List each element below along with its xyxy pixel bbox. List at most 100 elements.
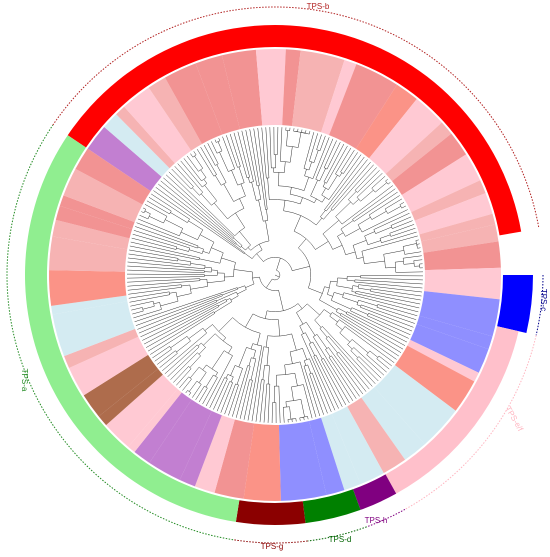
branch-arc	[267, 333, 292, 337]
branch	[304, 169, 307, 176]
branch	[329, 315, 338, 323]
branch	[218, 138, 221, 141]
leaf-highlight	[87, 127, 162, 192]
branch	[143, 304, 219, 345]
branch	[376, 307, 417, 320]
branch	[142, 299, 227, 341]
branch	[384, 198, 403, 210]
branch	[171, 168, 192, 190]
branch	[218, 301, 228, 307]
branch	[235, 366, 251, 418]
branch-arc	[276, 372, 295, 376]
branch	[319, 135, 326, 151]
branch	[321, 197, 326, 203]
branch	[322, 182, 326, 187]
branch-arc	[251, 271, 255, 285]
branch-arc	[196, 344, 200, 348]
clade-label: TPS-c	[539, 289, 548, 311]
branch	[258, 199, 264, 222]
branch-arc	[383, 254, 386, 268]
branch	[256, 253, 264, 262]
branch	[336, 311, 341, 315]
branch	[198, 347, 206, 355]
branch-arc	[290, 348, 303, 353]
branch	[335, 201, 351, 217]
branch-arc	[303, 168, 310, 171]
branch-arc	[233, 262, 236, 277]
branch	[127, 280, 200, 287]
leaf-highlight	[411, 180, 486, 221]
branch	[192, 187, 200, 196]
branch	[379, 234, 391, 239]
branch	[249, 129, 260, 186]
branch	[352, 188, 396, 220]
branch	[164, 344, 198, 375]
branch	[235, 243, 241, 248]
branch	[314, 198, 317, 203]
branch	[244, 253, 253, 259]
branch-arc	[208, 242, 215, 254]
branch	[370, 291, 421, 301]
branch	[216, 381, 230, 412]
branch	[351, 307, 369, 315]
branch	[248, 357, 252, 366]
branch-arc	[213, 311, 216, 314]
branch-arc	[187, 390, 191, 393]
branch	[135, 226, 198, 249]
branch	[165, 174, 235, 238]
branch	[211, 247, 224, 254]
branch	[136, 222, 199, 247]
branch	[328, 357, 357, 399]
branch	[355, 290, 421, 305]
branch	[319, 299, 338, 311]
branch	[203, 144, 216, 166]
leaf-highlight	[282, 49, 301, 126]
branch	[336, 353, 367, 392]
branch	[127, 284, 182, 291]
branch	[305, 332, 312, 344]
branch-arc	[322, 233, 333, 250]
branch	[375, 182, 387, 193]
branch	[188, 392, 192, 396]
clade-dotted-arc	[232, 539, 308, 544]
branch	[180, 231, 198, 240]
leaf-highlight	[394, 345, 475, 411]
branch	[307, 303, 320, 316]
branch	[277, 127, 279, 155]
leaf-highlight	[179, 411, 222, 487]
branch	[213, 378, 228, 410]
branch	[371, 175, 386, 189]
branch	[216, 164, 227, 183]
branch-arc	[224, 377, 228, 380]
clade-dotted-arc	[366, 508, 406, 528]
branch	[403, 255, 422, 259]
branch	[340, 220, 354, 230]
branch-arc	[272, 270, 281, 281]
branch	[385, 267, 396, 269]
branch	[366, 354, 387, 373]
branch	[204, 266, 212, 269]
leaf-highlight	[64, 328, 139, 369]
clade-label: TPS-a	[20, 369, 29, 392]
branch	[387, 182, 391, 185]
branch	[282, 407, 285, 423]
branch	[167, 346, 200, 378]
branch	[145, 306, 219, 348]
branch	[324, 286, 330, 289]
leaf-highlight	[164, 63, 223, 144]
branch	[202, 377, 218, 405]
branch	[223, 183, 234, 202]
branch	[299, 361, 317, 418]
branch	[207, 280, 225, 284]
branch	[278, 386, 281, 423]
branch	[265, 278, 273, 288]
branch	[300, 399, 305, 417]
branch	[137, 218, 180, 237]
branch	[211, 350, 225, 370]
clade-dotted-arc	[404, 335, 537, 510]
branch	[316, 134, 322, 150]
branch	[214, 139, 217, 143]
branch	[138, 299, 217, 334]
branch	[229, 133, 241, 167]
branch	[144, 204, 168, 217]
